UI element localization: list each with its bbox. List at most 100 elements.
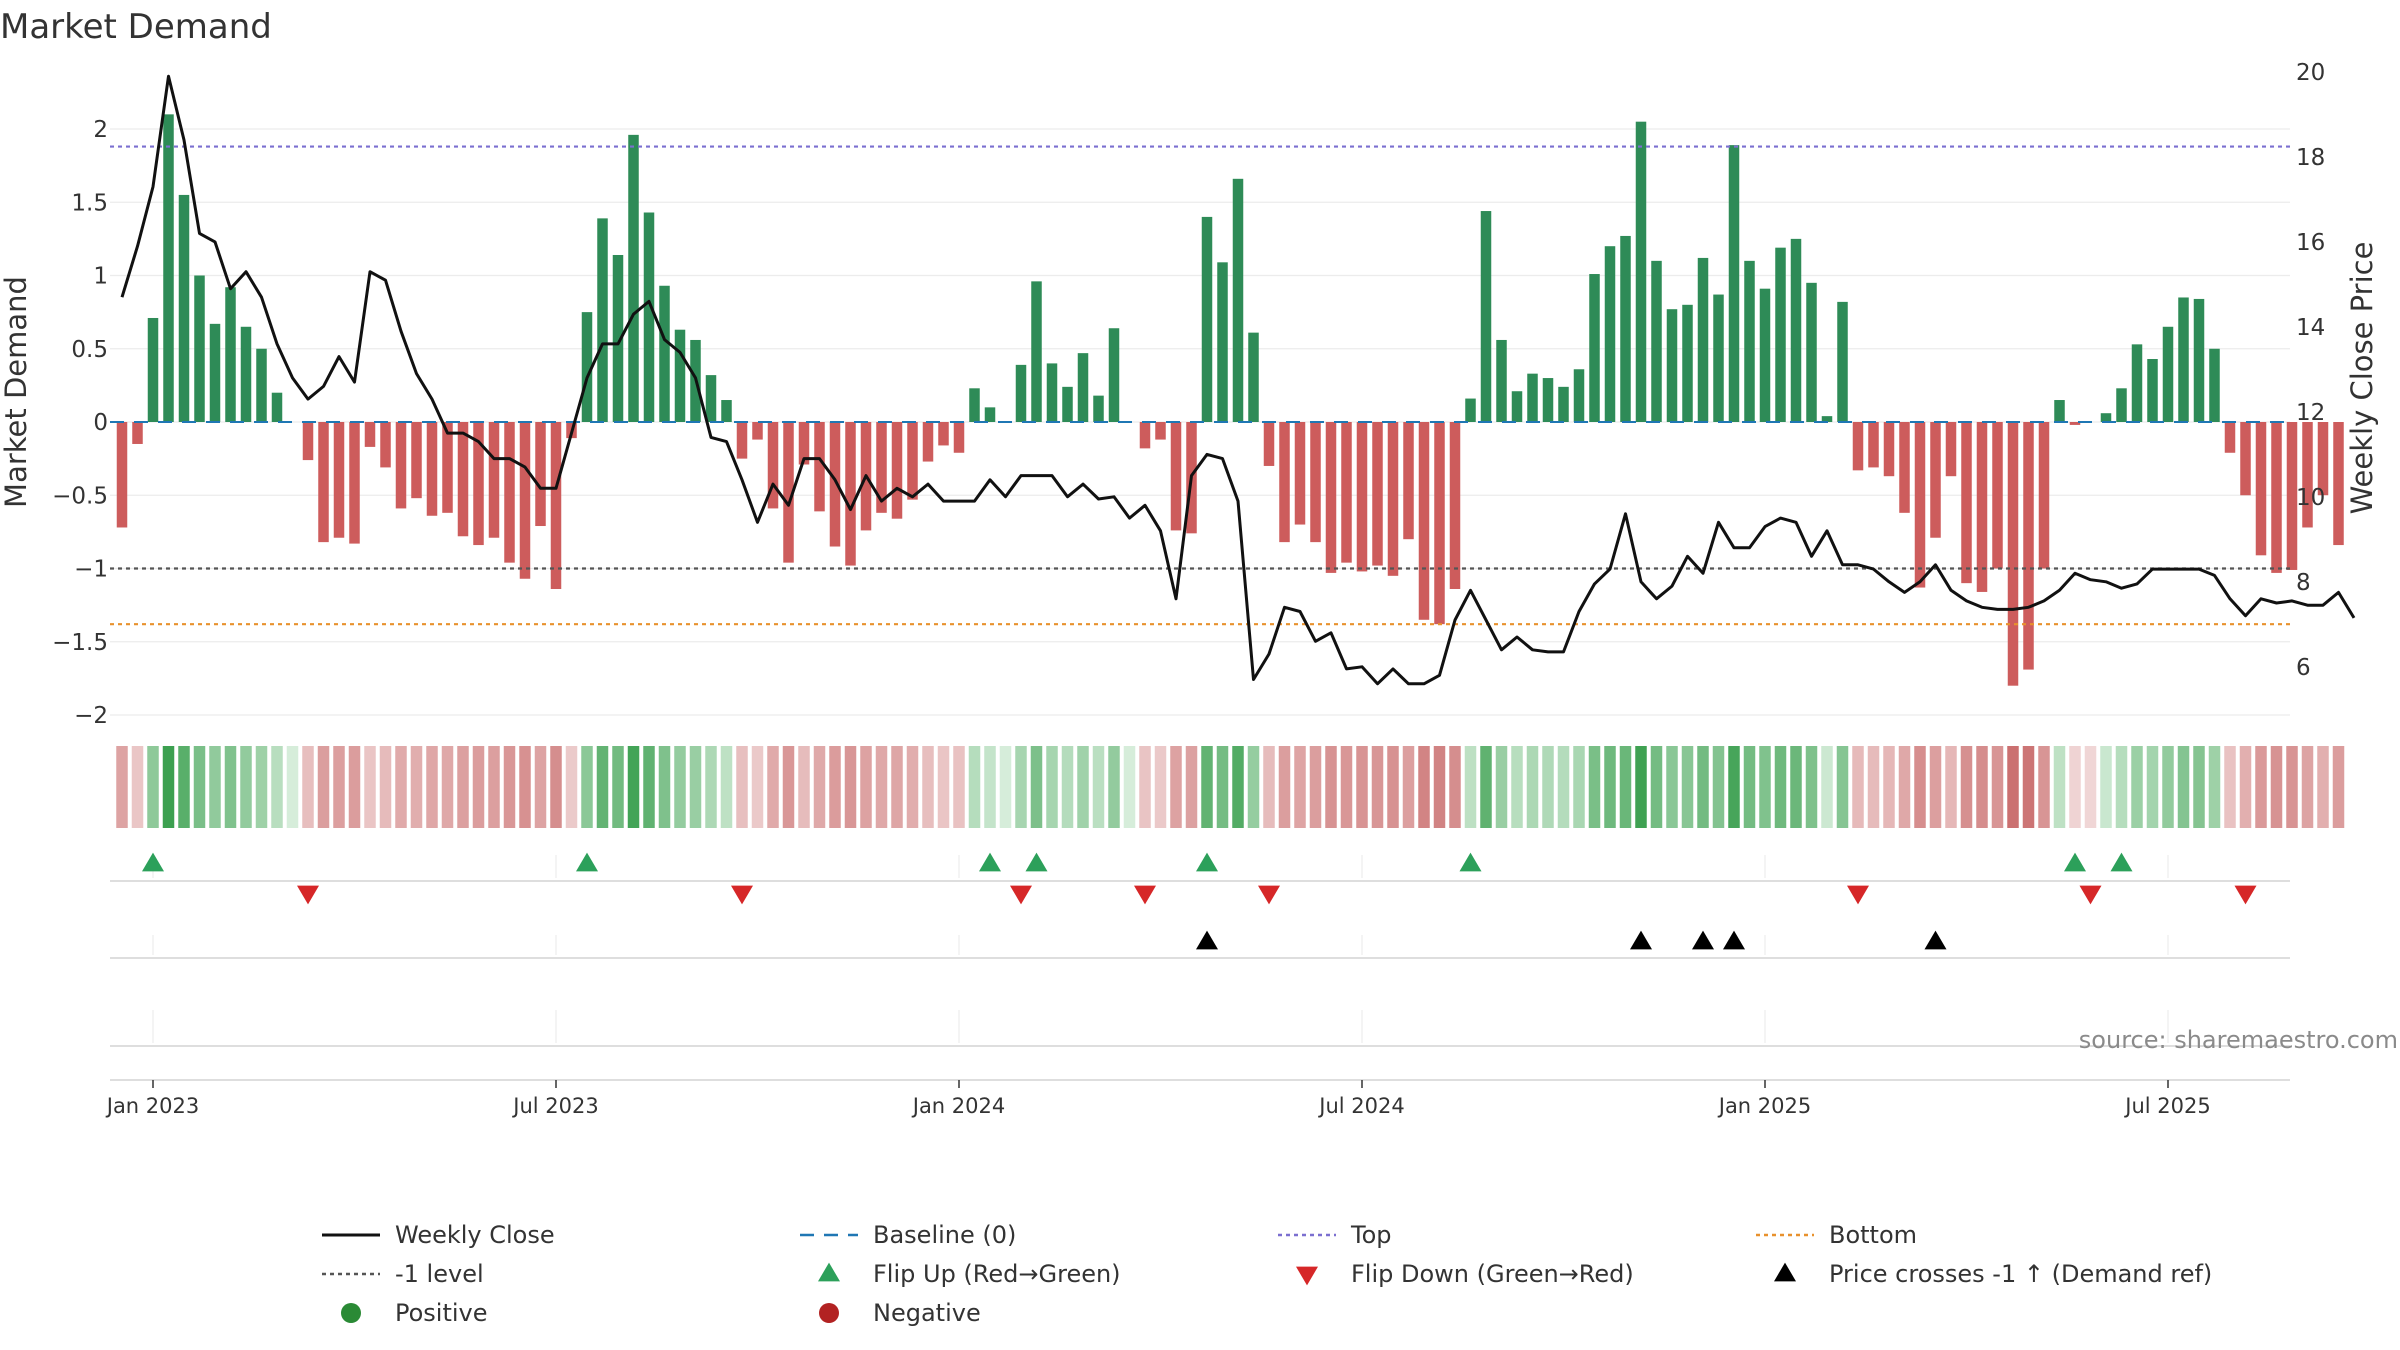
demand-bar-18 (395, 422, 407, 509)
legend-label-3: Bottom (1829, 1221, 1917, 1249)
demand-bar-66 (1139, 422, 1151, 449)
demand-bar-141 (2302, 422, 2313, 528)
demand-bar-58 (1015, 364, 1027, 422)
demand-bar-36 (674, 329, 686, 422)
x-tick-label-5: Jul 2025 (2123, 1094, 2210, 1118)
x-tick-label-3: Jul 2024 (1317, 1094, 1404, 1118)
demand-bar-17 (380, 422, 391, 468)
flip-up-marker-5 (1459, 852, 1482, 872)
strip-cell-132 (2162, 746, 2174, 828)
strip-cell-104 (1728, 746, 1740, 828)
strip-cell-61 (1061, 746, 1074, 828)
strip-cell-116 (1914, 746, 1926, 828)
demand-bar-124 (2038, 422, 2050, 569)
flip-up-marker-7 (2110, 852, 2133, 872)
strip-cell-66 (1139, 746, 1151, 828)
strip-cell-47 (844, 746, 857, 828)
strip-cell-68 (1170, 746, 1182, 828)
strip-cell-24 (488, 746, 500, 828)
strip-cell-42 (767, 746, 779, 828)
demand-bar-45 (814, 422, 825, 512)
demand-bar-27 (535, 422, 546, 527)
y2-tick-label-2: 16 (2296, 230, 2325, 256)
demand-bar-44 (798, 422, 810, 465)
strip-cell-99 (1650, 746, 1663, 828)
demand-bar-31 (597, 218, 608, 422)
demand-bar-116 (1914, 422, 1926, 588)
legend-item-9: Negative (819, 1299, 981, 1327)
flip-down-marker-3 (1134, 885, 1156, 905)
strip-cell-13 (317, 746, 330, 828)
strip-cell-34 (643, 746, 655, 828)
strip-cell-129 (2115, 746, 2128, 828)
strip-cell-67 (1154, 746, 1167, 828)
strip-cell-38 (705, 746, 717, 828)
strip-cell-84 (1418, 746, 1430, 828)
demand-bar-114 (1883, 422, 1895, 477)
flip-up-marker-6 (2064, 852, 2086, 872)
y-tick-label-7: −1.5 (52, 630, 108, 656)
demand-bar-78 (1325, 422, 1337, 573)
strip-cell-134 (2193, 746, 2205, 828)
strip-cell-82 (1387, 746, 1399, 828)
legend-swatch-flip-up (818, 1262, 840, 1282)
demand-bar-136 (2224, 422, 2236, 453)
strip-cell-109 (1805, 746, 1818, 828)
strip-cell-101 (1681, 746, 1694, 828)
demand-bar-0 (116, 422, 128, 528)
chart-title: Market Demand (0, 7, 272, 47)
strip-cell-79 (1340, 746, 1353, 828)
demand-bar-128 (2100, 413, 2112, 422)
price-cross-marker-2 (1692, 930, 1714, 950)
left-axis-ticks: 2 1.5 1 0.5 0 −0.5 −1 −1.5 −2 (52, 117, 108, 729)
strip-cell-62 (1077, 746, 1089, 828)
demand-bar-23 (473, 422, 484, 546)
demand-bar-32 (612, 254, 624, 422)
legend-label-0: Weekly Close (395, 1221, 555, 1249)
strip-cell-0 (116, 746, 128, 828)
strip-cell-77 (1309, 746, 1322, 828)
demand-bar-49 (876, 422, 887, 513)
strip-cell-55 (968, 746, 981, 828)
y2-axis-label: Weekly Close Price (2345, 242, 2379, 515)
legend-label-8: Positive (395, 1299, 488, 1327)
x-tick-label-2: Jan 2024 (911, 1094, 1006, 1118)
demand-bar-40 (736, 422, 748, 459)
demand-bar-109 (1806, 282, 1817, 422)
strip-cell-26 (519, 746, 531, 828)
flip-down-marker-1 (731, 885, 753, 905)
y-tick-label-3: 0.5 (71, 337, 108, 363)
demand-bar-62 (1077, 353, 1089, 422)
legend-label-5: Flip Up (Red→Green) (873, 1260, 1121, 1288)
y2-tick-label-3: 14 (2296, 315, 2325, 341)
strip-cell-138 (2255, 746, 2267, 828)
strip-cell-86 (1449, 746, 1461, 828)
demand-bar-28 (550, 422, 562, 590)
strip-cell-102 (1697, 746, 1709, 828)
strip-cell-78 (1325, 746, 1337, 828)
demand-bar-80 (1356, 422, 1368, 572)
strip-cell-73 (1247, 746, 1260, 828)
strip-cell-60 (1046, 746, 1058, 828)
strip-cell-113 (1867, 746, 1880, 828)
demand-heat-strip (116, 746, 2345, 828)
strip-cell-2 (147, 746, 159, 828)
strip-cell-31 (596, 746, 609, 828)
demand-bar-47 (845, 422, 856, 566)
flip-up-marker-3 (1025, 852, 1048, 872)
legend-swatch-price-cross (1774, 1262, 1796, 1282)
demand-bar-115 (1899, 422, 1910, 513)
strip-cell-111 (1836, 746, 1849, 828)
demand-bar-56 (984, 407, 996, 422)
strip-cell-59 (1030, 746, 1043, 828)
demand-bar-89 (1496, 339, 1507, 422)
strip-cell-65 (1123, 746, 1136, 828)
demand-bar-64 (1108, 328, 1120, 422)
y-tick-label-6: −1 (74, 557, 108, 583)
demand-bar-122 (2007, 422, 2019, 686)
demand-bar-85 (1434, 422, 1445, 625)
legend-item-3: Bottom (1756, 1221, 1917, 1249)
strip-cell-8 (240, 746, 252, 828)
demand-bar-129 (2116, 388, 2127, 422)
strip-cell-48 (860, 746, 872, 828)
